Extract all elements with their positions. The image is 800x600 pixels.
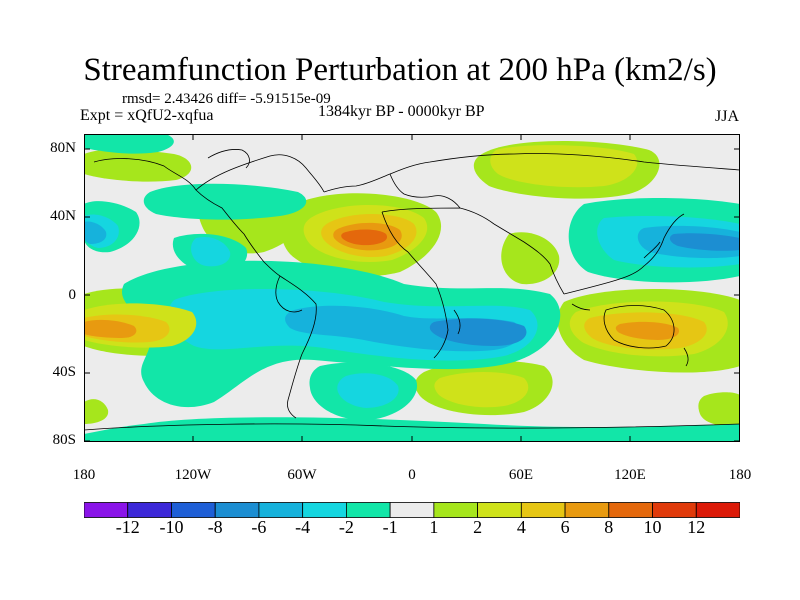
map-plot [84, 134, 740, 442]
colorbar-box [127, 502, 172, 518]
colorbar-label: 2 [473, 517, 483, 537]
colorbar-box [433, 502, 478, 518]
colorbar-label: 1 [429, 517, 439, 537]
lon-label-120w: 120W [174, 467, 212, 483]
colorbar-box [520, 502, 566, 518]
colorbar-label: -10 [159, 517, 184, 537]
colorbar [84, 502, 740, 518]
season-label: JJA [715, 108, 740, 125]
plot-title: Streamfunction Perturbation at 200 hPa (… [83, 52, 717, 88]
period-label: 1384kyr BP - 0000kyr BP [318, 103, 485, 120]
colorbar-label: -12 [115, 517, 140, 537]
lon-label-120e: 120E [614, 467, 646, 483]
lat-label-40n: 40N [50, 208, 76, 224]
lat-label-40s: 40S [52, 364, 76, 380]
lon-label-60w: 60W [287, 467, 317, 483]
colorbar-label: -2 [338, 517, 354, 537]
colorbar-box [389, 502, 435, 518]
contour-field [84, 134, 740, 442]
colorbar-box [258, 502, 304, 518]
lat-label-80n: 80N [50, 140, 76, 156]
colorbar-label: -8 [207, 517, 223, 537]
colorbar-box [477, 502, 522, 518]
axis-ticks [84, 134, 740, 442]
lon-label-60e: 60E [508, 467, 534, 483]
lon-label-0: 0 [408, 467, 416, 483]
colorbar-label: 4 [516, 517, 526, 537]
colorbar-label: 10 [643, 517, 662, 537]
lon-label-180w: 180 [72, 467, 96, 483]
colorbar-box [695, 502, 740, 518]
colorbar-label: 8 [604, 517, 614, 537]
lon-label-180e: 180 [728, 467, 752, 483]
colorbar-label: -4 [295, 517, 311, 537]
colorbar-box [171, 502, 216, 518]
stats-text: rmsd= 2.43426 diff= -5.91515e-09 [122, 91, 331, 107]
colorbar-label: -6 [251, 517, 267, 537]
colorbar-label: 12 [687, 517, 706, 537]
colorbar-box [345, 502, 391, 518]
colorbar-box [214, 502, 260, 518]
colorbar-box [608, 502, 653, 518]
colorbar-box [302, 502, 347, 518]
lat-label-0: 0 [68, 287, 77, 303]
colorbar-box [84, 502, 129, 518]
colorbar-box [564, 502, 610, 518]
experiment-label: Expt = xQfU2-xqfua [80, 107, 214, 124]
colorbar-box [652, 502, 697, 518]
colorbar-label: -1 [382, 517, 398, 537]
lat-label-80s: 80S [52, 432, 76, 448]
coastlines [84, 149, 740, 431]
colorbar-label: 6 [560, 517, 570, 537]
